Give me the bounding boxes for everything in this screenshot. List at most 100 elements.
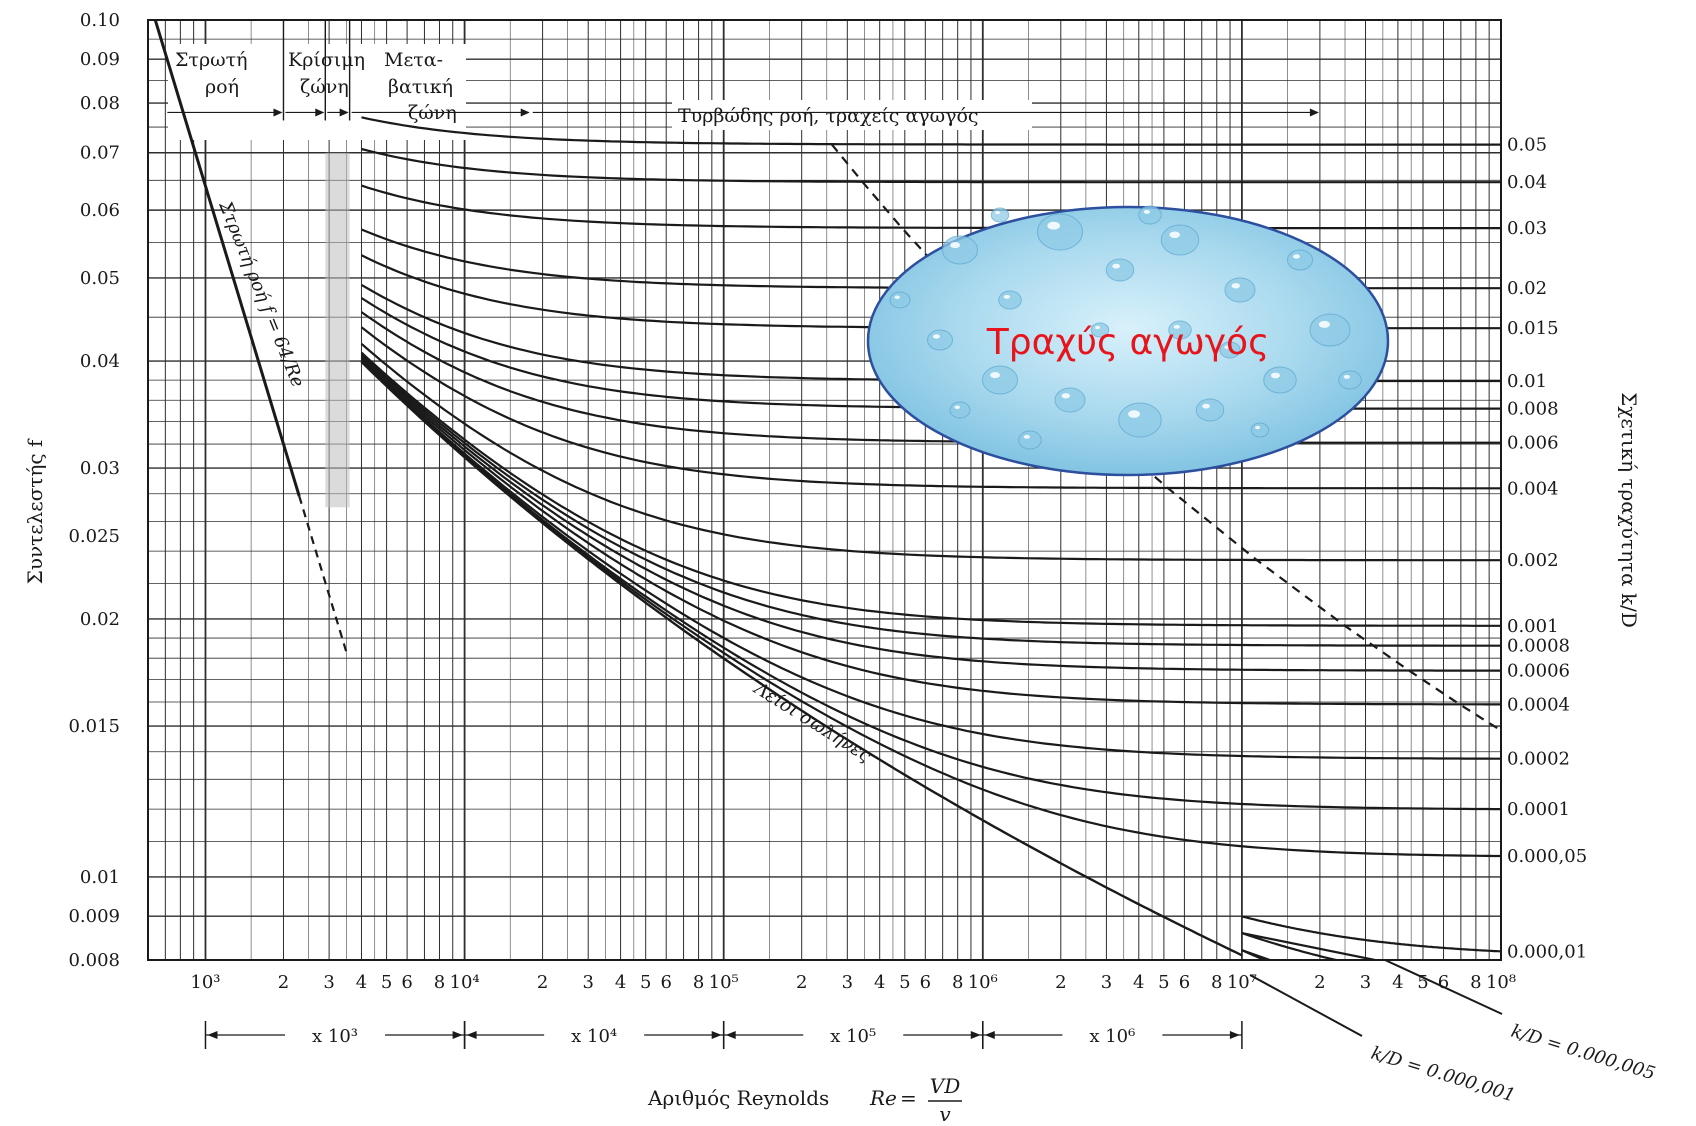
roughness-label: 0.004 (1507, 478, 1559, 499)
decade-ranges: x 10³ x 10⁴ x 10⁵ x 10⁶ (204, 1021, 1243, 1049)
x-tick-label: 10³ (190, 972, 220, 993)
water-drop (982, 365, 1018, 395)
x-tick-label: 8 (1470, 972, 1481, 993)
x-tick-label: 4 (1133, 972, 1144, 993)
x-tick-label: 4 (356, 972, 367, 993)
water-drop (1138, 205, 1162, 225)
x-tick-label: 8 (952, 972, 963, 993)
zone-arrowhead (315, 108, 325, 117)
roughness-label: 0.001 (1507, 616, 1559, 637)
water-drop (927, 329, 953, 351)
water-drop-highlight (990, 372, 1000, 379)
water-drop (942, 235, 978, 265)
water-drop-highlight (995, 211, 1000, 215)
water-drop-highlight (1003, 294, 1010, 299)
water-drop (1224, 277, 1256, 303)
x-tick-label: 10⁷ (1227, 972, 1257, 993)
y-tick-label: 0.015 (68, 716, 120, 737)
water-drop-highlight (950, 242, 960, 249)
friction-curve (360, 342, 1501, 562)
x-axis-title-den: v (939, 1102, 951, 1126)
smooth-pipes-curve (360, 361, 1243, 957)
roughness-label: 0.04 (1507, 172, 1547, 193)
decade-arrowhead (725, 1031, 736, 1039)
zone-arrowhead (339, 108, 349, 117)
friction-curve (360, 353, 1501, 647)
water-drop (949, 401, 971, 419)
water-drop (1168, 320, 1192, 340)
smooth-pipes-label: Λείοι σωλήνες (749, 677, 876, 767)
roughness-label: 0.05 (1507, 135, 1547, 156)
friction-curve (360, 351, 1501, 627)
kd-leader (1384, 959, 1503, 1015)
water-drop (1338, 370, 1362, 390)
y-tick-label: 0.01 (80, 867, 120, 888)
x-tick-label: 2 (278, 972, 289, 993)
friction-curve (361, 184, 1501, 230)
friction-curve (1241, 915, 1501, 953)
x-tick-label: 2 (537, 972, 548, 993)
water-drop-highlight (1343, 374, 1350, 379)
roughness-label: 0.0002 (1507, 749, 1570, 770)
grid-minor (147, 20, 1501, 960)
x-axis-title-re: Re (869, 1086, 897, 1110)
x-tick-label: 5 (899, 972, 910, 993)
water-drop-highlight (894, 295, 900, 299)
decade-arrowhead (984, 1031, 995, 1039)
water-drop-highlight (954, 405, 960, 409)
x-tick-label: 6 (1179, 972, 1190, 993)
water-drop-highlight (1231, 283, 1241, 289)
zone-transition-line2: βατική (388, 76, 453, 98)
y-tick-label: 0.04 (80, 351, 120, 372)
laminar-line (153, 20, 301, 497)
roughness-label: 0.002 (1507, 550, 1559, 571)
x-tick-label: 6 (920, 972, 931, 993)
x-tick-label: 10⁸ (1486, 972, 1516, 993)
zone-laminar-line1: Στρωτή (175, 49, 248, 71)
x-tick-label: 3 (1101, 972, 1112, 993)
water-drop-highlight (1047, 221, 1060, 230)
overlay-ellipse (866, 205, 1390, 477)
x-tick-label: 3 (1360, 972, 1371, 993)
roughness-label: 0.01 (1507, 371, 1547, 392)
water-drop (1118, 402, 1162, 438)
water-drop-highlight (1095, 326, 1101, 330)
friction-curve (360, 311, 1501, 444)
roughness-label: 0.008 (1507, 399, 1559, 420)
decade-arrowhead (1229, 1031, 1240, 1039)
zone-arrowhead (273, 108, 283, 117)
water-drop-highlight (1169, 231, 1180, 239)
critical-zone-shade (325, 152, 350, 508)
x-axis-title-prefix: Αριθμός Reynolds (647, 1086, 829, 1110)
x-tick-label: 10⁵ (709, 972, 739, 993)
y-tick-labels: 0.10 0.09 0.08 0.07 0.06 0.05 0.04 0.03 0.025 0.0… (68, 10, 120, 971)
water-drop (1219, 341, 1241, 359)
decade-arrowhead (207, 1031, 218, 1039)
zone-arrows (167, 20, 1319, 121)
water-drop-highlight (1318, 320, 1330, 328)
x-tick-label: 5 (1158, 972, 1169, 993)
laminar-line-extension (298, 495, 348, 653)
x-axis-title-eq: = (900, 1086, 917, 1110)
water-drop (1195, 398, 1225, 422)
zone-transition-line1: Μετα- (384, 49, 443, 71)
roughness-label: 0.02 (1507, 278, 1547, 299)
x-tick-label: 2 (796, 972, 807, 993)
kd-leader (1249, 974, 1363, 1037)
water-drop (1090, 322, 1110, 338)
zone-labels: Στρωτή ροή Κρίσιμη ζώνη Μετα- βατική ζών… (168, 44, 1032, 140)
friction-curve (361, 147, 1501, 184)
water-drop-highlight (1143, 209, 1150, 214)
water-drop (1309, 313, 1351, 347)
water-drop (1160, 224, 1200, 256)
x-tick-label: 8 (693, 972, 704, 993)
roughness-label: 0.0004 (1507, 694, 1570, 715)
overlay-label: Τραχύς αγωγός (986, 322, 1269, 363)
zone-arrowhead (1309, 108, 1319, 117)
water-drop (1250, 422, 1270, 438)
x-tick-label: 10⁶ (968, 972, 998, 993)
water-drop (1054, 387, 1086, 413)
x-tick-label: 5 (1417, 972, 1428, 993)
roughness-label-tail: k/D = 0.000,005 (1509, 1021, 1658, 1085)
x-tick-label: 4 (615, 972, 626, 993)
